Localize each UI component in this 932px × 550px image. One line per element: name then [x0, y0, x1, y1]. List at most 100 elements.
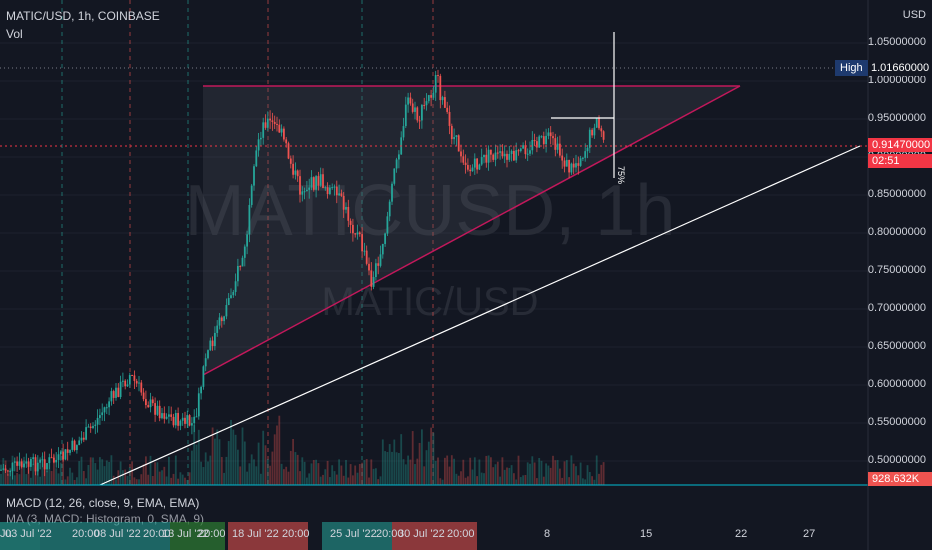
candle-body — [214, 332, 216, 347]
candle-body — [503, 153, 506, 157]
candle-body — [526, 153, 529, 155]
candle-body — [285, 139, 288, 144]
candle-body — [250, 185, 253, 205]
candle-body — [568, 159, 570, 173]
candle-body — [506, 153, 508, 160]
candle-body — [248, 204, 251, 235]
time-axis-label: 20:00 — [447, 528, 475, 540]
volume-bar — [142, 464, 145, 485]
volume-bar — [577, 475, 580, 485]
candle-body — [439, 75, 442, 101]
candle-body — [310, 177, 313, 188]
candle-body — [570, 163, 573, 173]
volume-bar — [423, 466, 426, 485]
volume-bar — [223, 472, 225, 485]
candle-body — [269, 118, 271, 121]
candle-body — [460, 151, 462, 157]
volume-bar — [55, 468, 58, 485]
volume-bar — [96, 469, 99, 485]
candle-body — [266, 118, 269, 128]
time-axis-highlight — [228, 522, 308, 550]
candle-body — [57, 454, 60, 460]
candle-body — [154, 403, 156, 415]
macd-legend[interactable]: MACD (12, 26, close, 9, EMA, EMA) — [6, 496, 200, 510]
candle-body — [218, 317, 221, 326]
volume-bar — [149, 455, 152, 485]
countdown-tag: 02:51 — [868, 154, 932, 168]
candle-body — [172, 416, 175, 426]
volume-bar — [156, 462, 159, 485]
candle-body — [358, 232, 361, 235]
candlesticks — [0, 69, 605, 480]
volume-bar — [517, 455, 520, 485]
candle-body — [216, 325, 219, 333]
volume-bar — [338, 459, 340, 485]
candle-body — [595, 118, 598, 128]
candle-body — [322, 174, 324, 189]
volume-bar — [232, 429, 235, 485]
candle-body — [179, 420, 182, 426]
volume-bar — [404, 464, 407, 485]
volume-legend[interactable]: Vol — [6, 27, 23, 41]
volume-bar — [499, 476, 501, 485]
volume-bar — [207, 461, 209, 485]
volume-bar — [248, 463, 251, 485]
candle-body — [453, 137, 455, 140]
candle-body — [501, 151, 504, 157]
time-axis-label: 20:00 — [282, 528, 310, 540]
volume-bar — [172, 473, 175, 485]
price-tick-label: 1.05000000 — [867, 36, 926, 48]
volume-bar — [94, 463, 97, 485]
volume-bar — [584, 479, 587, 485]
candle-body — [260, 137, 262, 140]
volume-bar — [299, 471, 301, 485]
volume-bar — [363, 460, 366, 485]
volume-bar — [200, 461, 202, 485]
candle-body — [131, 375, 133, 377]
volume-bar — [202, 467, 205, 485]
candle-body — [444, 97, 446, 108]
candle-body — [246, 234, 248, 247]
candle-body — [333, 186, 336, 188]
volume-bar — [561, 477, 564, 485]
candle-body — [234, 281, 237, 292]
candle-body — [181, 417, 184, 421]
volume-bar — [214, 438, 216, 485]
volume-bar — [23, 456, 25, 485]
candle-body — [363, 250, 366, 252]
candle-body — [418, 120, 421, 122]
candle-body — [524, 145, 527, 155]
volume-bar — [356, 472, 359, 485]
candle-body — [2, 468, 5, 470]
volume-bar — [216, 429, 219, 485]
volume-bar — [115, 479, 117, 485]
candle-body — [50, 457, 53, 459]
candle-body — [273, 121, 276, 124]
candle-body — [82, 437, 85, 440]
candle-body — [223, 316, 225, 322]
time-axis-highlight — [170, 522, 225, 550]
volume-bar — [572, 463, 575, 485]
volume-bar — [377, 479, 380, 485]
candle-body — [257, 139, 260, 151]
volume-bar — [391, 451, 393, 485]
volume-bar — [80, 456, 83, 485]
candle-body — [340, 193, 343, 196]
price-tick-label: 1.00000000 — [867, 74, 926, 86]
candle-body — [492, 154, 495, 160]
price-tick-label: 0.95000000 — [867, 112, 926, 124]
candle-body — [379, 254, 382, 266]
volume-bar — [400, 434, 403, 485]
candle-body — [370, 270, 373, 287]
volume-bar — [536, 478, 538, 485]
price-tick-label: 0.55000000 — [867, 416, 926, 428]
candle-body — [533, 139, 536, 142]
volume-bar — [542, 476, 545, 485]
price-tick-label: 0.85000000 — [867, 188, 926, 200]
candle-body — [372, 276, 375, 287]
candle-body — [510, 150, 513, 154]
symbol-legend[interactable]: MATIC/USD, 1h, COINBASE — [6, 9, 160, 23]
volume-bar — [526, 462, 529, 485]
volume-bar — [289, 450, 292, 485]
